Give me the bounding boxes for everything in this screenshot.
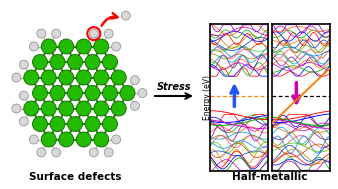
Circle shape [52, 148, 61, 157]
Circle shape [52, 29, 61, 38]
Circle shape [94, 132, 109, 147]
Circle shape [59, 101, 74, 116]
Circle shape [41, 39, 56, 54]
Circle shape [59, 132, 74, 147]
Circle shape [94, 39, 109, 54]
Circle shape [24, 101, 39, 116]
Circle shape [120, 85, 135, 101]
Circle shape [41, 101, 56, 116]
Circle shape [50, 85, 65, 101]
Circle shape [76, 39, 91, 54]
Circle shape [121, 11, 130, 20]
Circle shape [19, 117, 28, 126]
Circle shape [29, 135, 39, 144]
Circle shape [68, 54, 82, 70]
Circle shape [130, 101, 140, 110]
Circle shape [12, 104, 21, 113]
Y-axis label: Energy (eV): Energy (eV) [203, 75, 212, 120]
Circle shape [68, 85, 82, 101]
Circle shape [50, 54, 65, 70]
Circle shape [89, 148, 98, 157]
Circle shape [94, 101, 109, 116]
Circle shape [32, 116, 48, 132]
Text: Stress: Stress [157, 82, 191, 92]
Circle shape [104, 29, 113, 38]
Circle shape [94, 70, 109, 85]
Circle shape [59, 39, 74, 54]
Circle shape [104, 148, 113, 157]
Circle shape [111, 101, 126, 116]
Circle shape [50, 116, 65, 132]
Circle shape [41, 70, 56, 85]
Circle shape [102, 54, 118, 70]
Circle shape [102, 116, 118, 132]
Circle shape [12, 73, 21, 82]
Circle shape [29, 42, 39, 51]
Circle shape [138, 88, 147, 98]
Circle shape [37, 148, 46, 157]
Circle shape [41, 132, 56, 147]
Text: Surface defects: Surface defects [29, 172, 121, 182]
Circle shape [76, 70, 91, 85]
Circle shape [32, 85, 48, 101]
Circle shape [76, 101, 91, 116]
Circle shape [59, 70, 74, 85]
Circle shape [112, 42, 121, 51]
Circle shape [37, 29, 46, 38]
Circle shape [89, 29, 98, 38]
Circle shape [85, 85, 100, 101]
Circle shape [24, 70, 39, 85]
Circle shape [85, 54, 100, 70]
Circle shape [76, 132, 91, 147]
Circle shape [130, 76, 140, 85]
Text: Half-metallic: Half-metallic [232, 172, 308, 182]
Circle shape [32, 54, 48, 70]
Circle shape [102, 85, 118, 101]
Circle shape [85, 116, 100, 132]
Circle shape [112, 135, 121, 144]
Circle shape [68, 116, 82, 132]
Circle shape [111, 70, 126, 85]
Circle shape [19, 60, 28, 69]
Circle shape [19, 91, 28, 100]
